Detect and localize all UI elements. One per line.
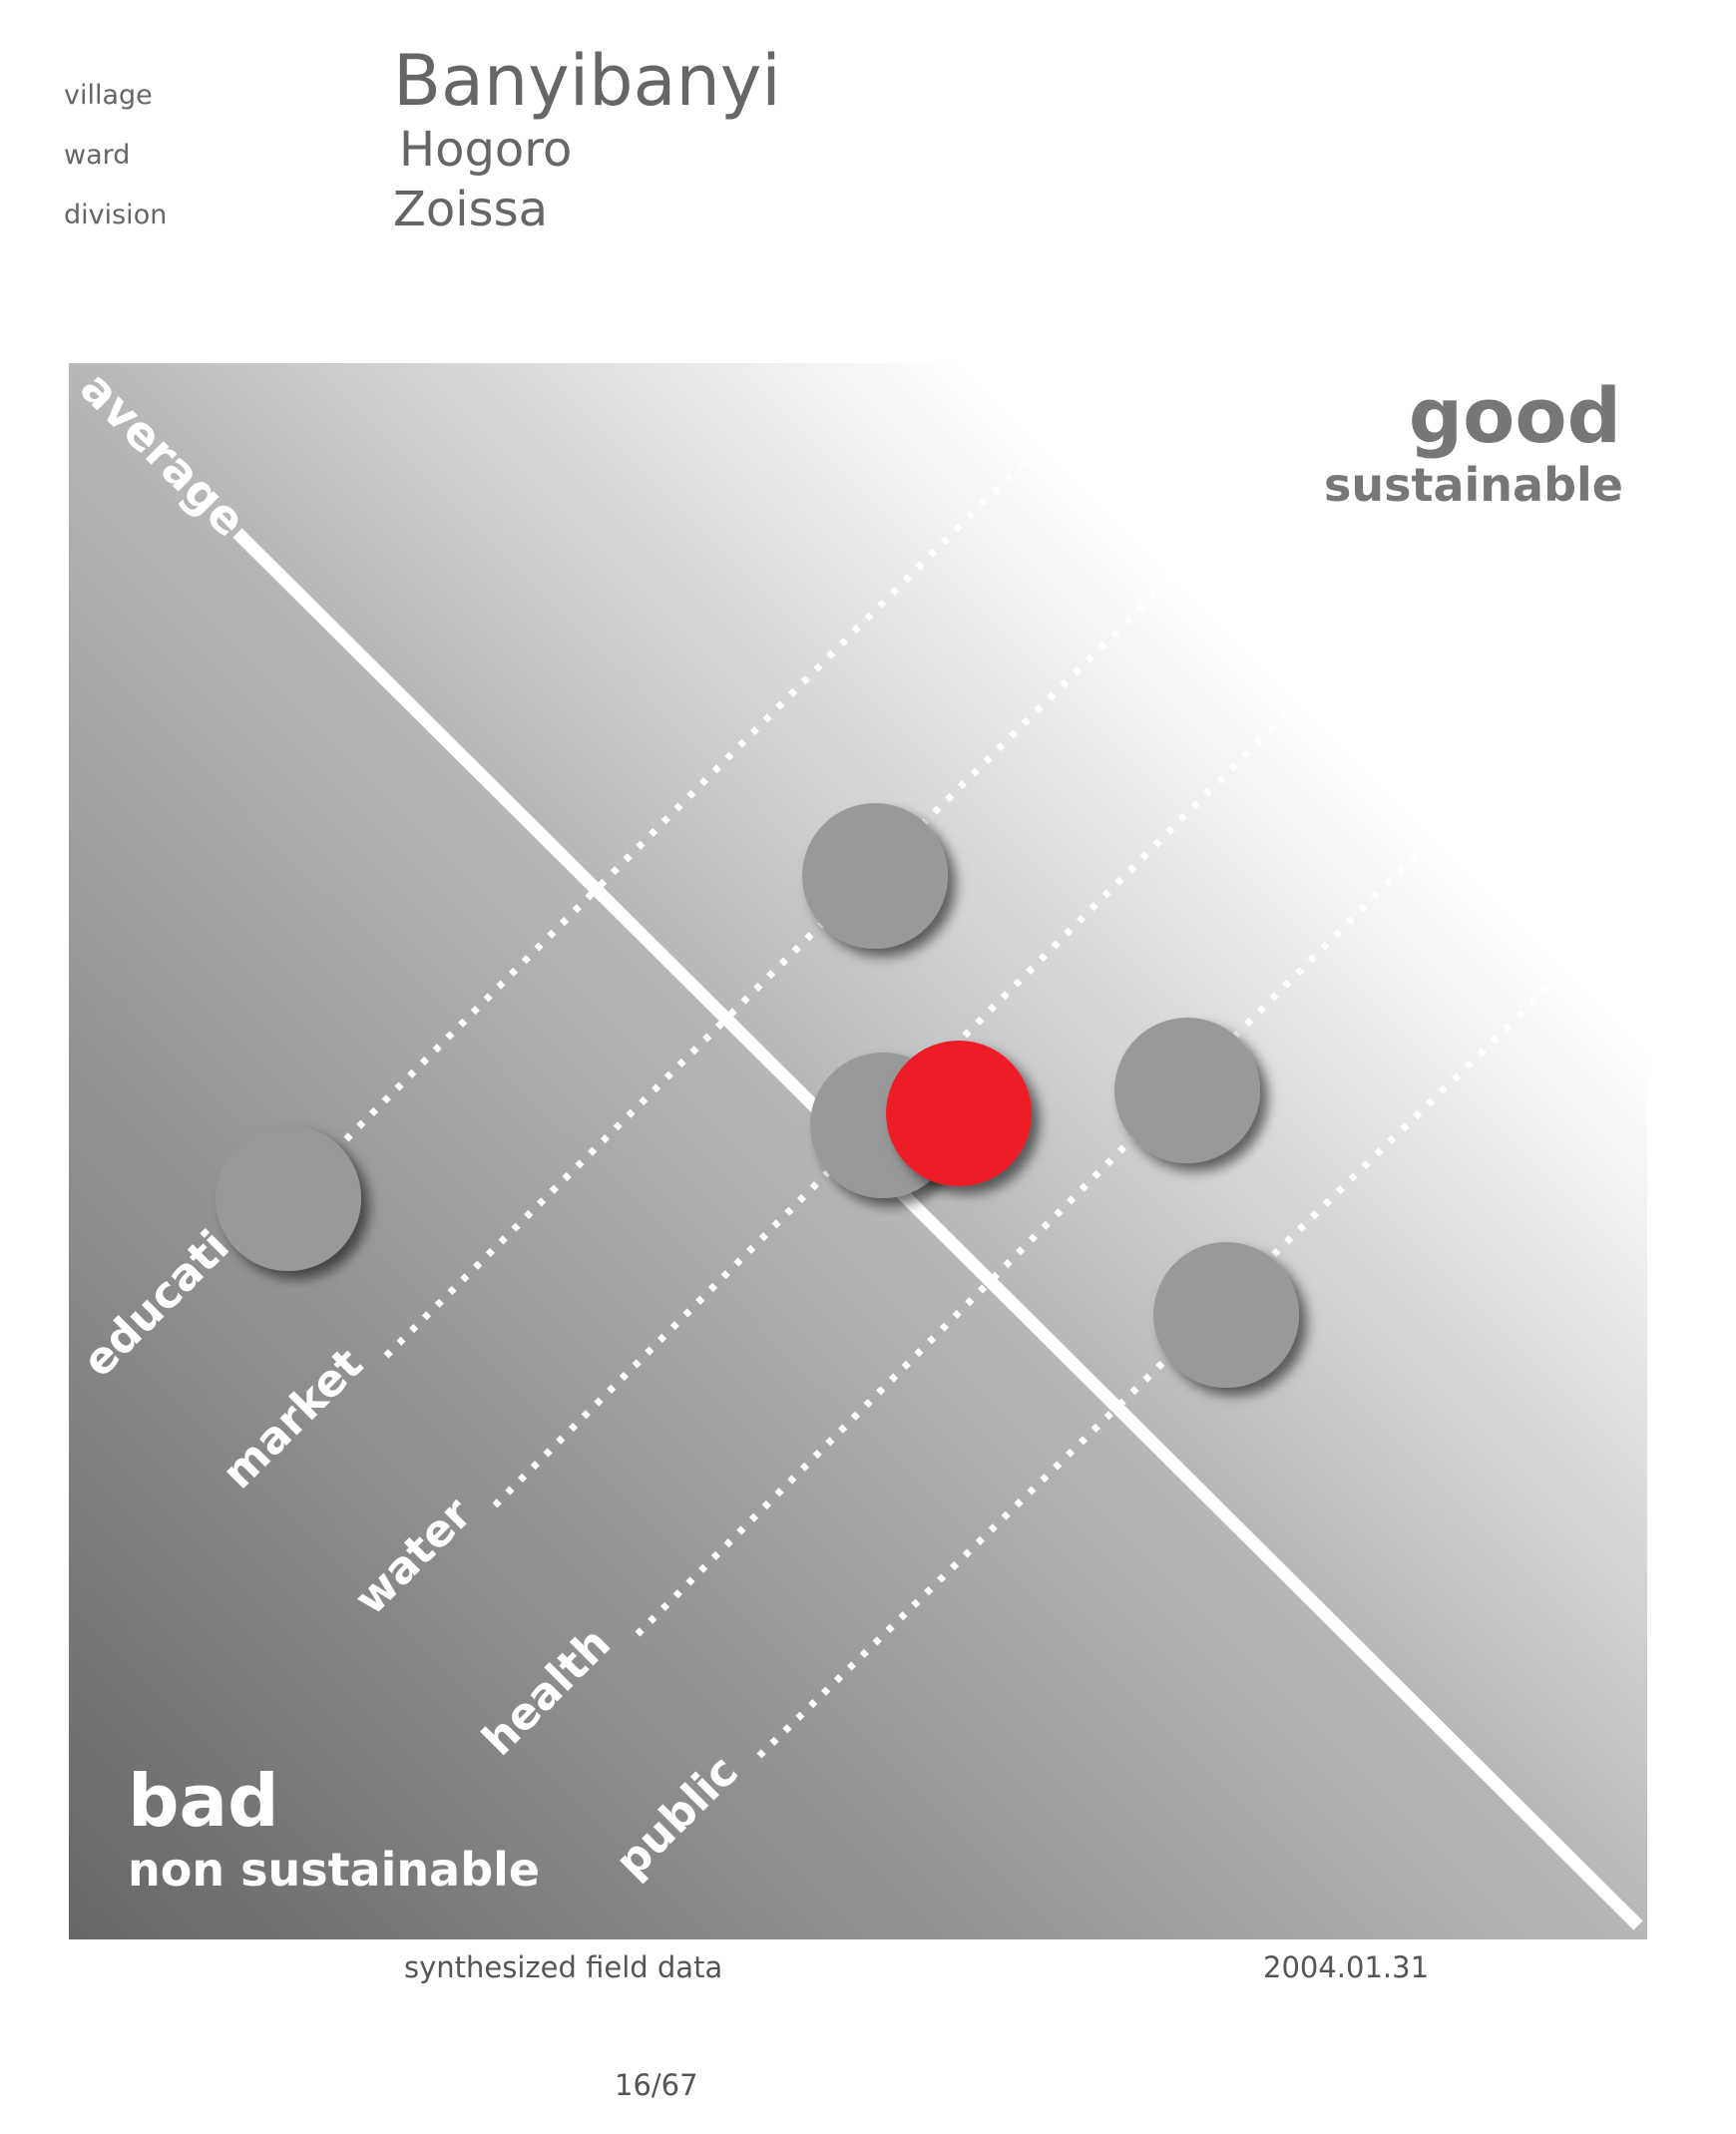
average-line: [232, 528, 1643, 1930]
page-number: 16/67: [615, 2068, 698, 2102]
data-point: [1114, 1018, 1260, 1163]
division-value: Zoissa: [393, 182, 549, 237]
data-point: [216, 1125, 361, 1271]
source-note: synthesized field data: [404, 1950, 723, 1984]
category-axis-educati: [343, 438, 1048, 1142]
good-label: good: [1409, 371, 1621, 460]
category-axis-market: [383, 567, 1182, 1359]
village-label: village: [64, 80, 153, 111]
sustainable-label: sustainable: [1324, 458, 1623, 512]
division-label: division: [64, 200, 168, 230]
village-value: Banyibanyi: [393, 40, 781, 122]
highlighted-point: [886, 1041, 1032, 1186]
category-axis-health: [635, 844, 1427, 1637]
date: 2004.01.31: [1263, 1950, 1430, 1984]
non-sustainable-label: non sustainable: [128, 1843, 540, 1897]
data-point: [1153, 1242, 1299, 1388]
ward-label: ward: [64, 140, 131, 171]
bad-label: bad: [128, 1759, 279, 1843]
data-point: [802, 803, 948, 949]
ward-value: Hogoro: [399, 122, 573, 178]
